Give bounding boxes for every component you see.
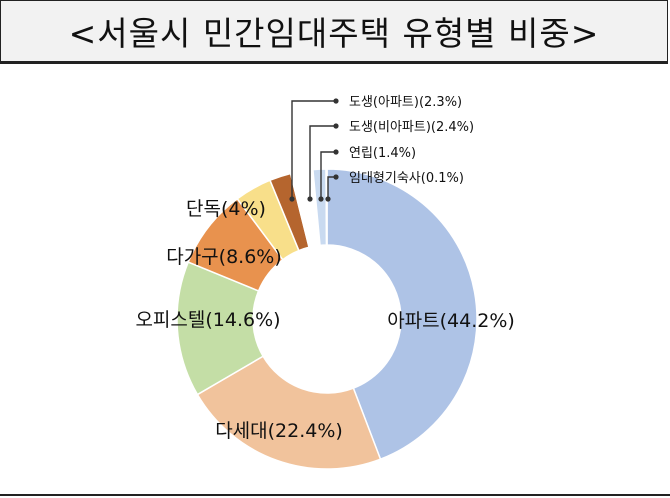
leader-end-dot-9 [333, 174, 339, 180]
slice-label-5: 단독(4%) [186, 198, 266, 220]
leader-end-dot-7 [333, 123, 339, 129]
leader-dot-7 [307, 196, 313, 202]
callout-label-7: 도생(비아파트)(2.4%) [349, 120, 474, 135]
callout-label-9: 임대형기숙사(0.1%) [349, 171, 464, 186]
callout-label-6: 도생(아파트)(2.3%) [349, 95, 462, 110]
title-bar: <서울시 민간임대주택 유형별 비중> [0, 0, 668, 64]
callout-label-8: 연립(1.4%) [349, 146, 416, 161]
leader-dot-9 [325, 196, 331, 202]
leader-line-7 [309, 125, 336, 199]
leader-dot-6 [289, 196, 295, 202]
leader-line-9 [327, 176, 336, 199]
chart-title: <서울시 민간임대주택 유형별 비중> [68, 14, 600, 53]
slice-label-4: 다가구(8.6%) [166, 246, 282, 268]
donut-slice-1 [326, 168, 478, 461]
slice-label-2: 다세대(22.4%) [215, 420, 343, 442]
slice-label-3: 오피스텔(14.6%) [135, 309, 280, 331]
bottom-rule [0, 494, 670, 496]
leader-end-dot-8 [333, 149, 339, 155]
donut-slice-9 [325, 168, 328, 246]
leader-dot-8 [318, 196, 324, 202]
slice-label-1: 아파트(44.2%) [387, 310, 515, 332]
leader-line-6 [291, 100, 336, 199]
donut-slice-2 [196, 355, 382, 470]
leader-line-8 [320, 151, 336, 199]
leader-end-dot-6 [333, 98, 339, 104]
